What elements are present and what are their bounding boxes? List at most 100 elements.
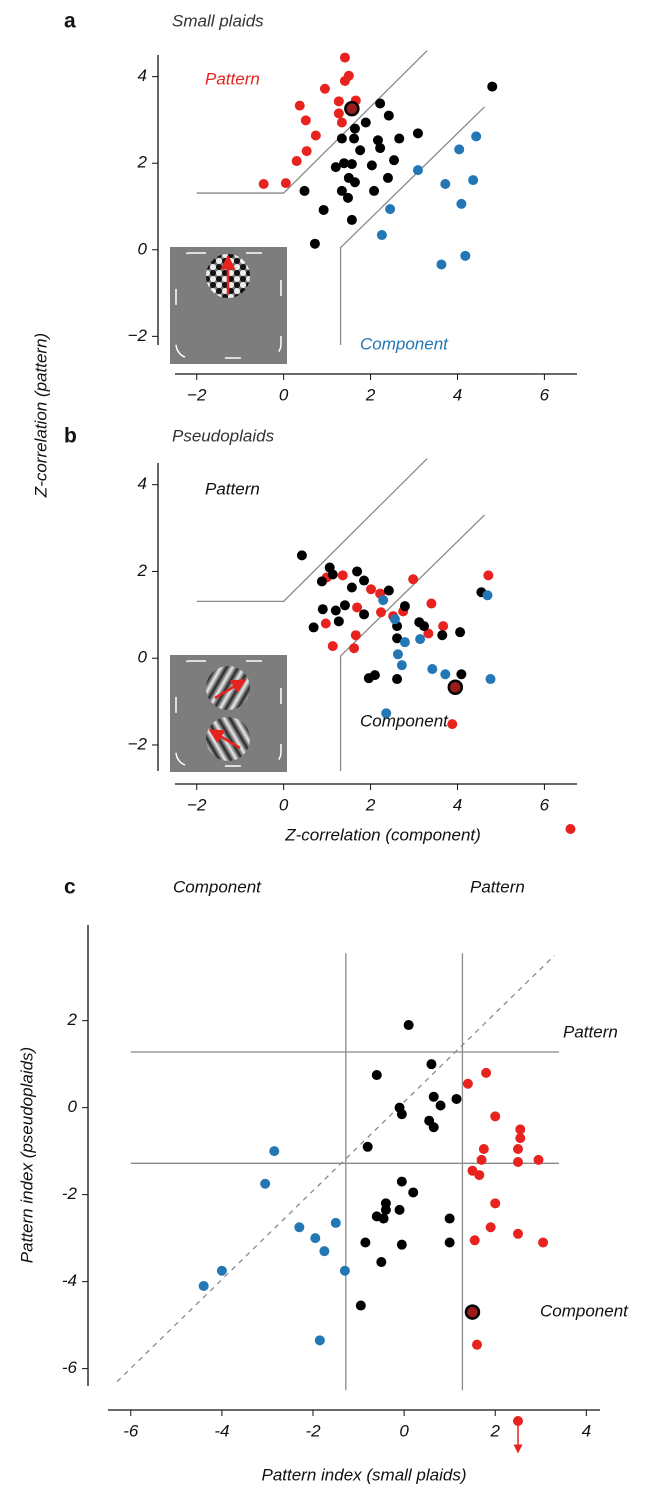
y-tick-label: 4 [138,474,147,493]
point [352,566,363,577]
point [327,569,338,580]
point [339,158,350,169]
y-tick-label: 0 [138,239,148,258]
point [408,1187,419,1198]
point [319,83,330,94]
x-tick-label: 2 [365,795,376,814]
boundary-line [339,106,485,345]
x-tick-label: 6 [540,795,550,814]
stimulus-inset [170,247,287,364]
point [381,708,392,719]
point [342,192,353,203]
point [428,1122,439,1133]
point [419,621,430,632]
point [309,238,320,249]
point [383,585,394,596]
point [490,1198,501,1209]
x-axis-title: Pattern index (small plaids) [261,1465,466,1484]
point [330,162,341,173]
point [392,633,403,644]
x-tick-label: 0 [399,1421,409,1440]
x-tick-label: 0 [279,795,289,814]
point [485,674,496,685]
y-tick-label: -6 [62,1358,78,1377]
point [403,1020,414,1031]
annotation: Component [540,1301,629,1320]
y-tick-label: -2 [62,1184,78,1203]
point [382,172,393,183]
y-tick-label: -4 [62,1271,77,1290]
point [487,81,498,92]
x-tick-label: 2 [489,1421,500,1440]
unity-line [116,954,555,1383]
point [394,1204,405,1215]
point [380,1204,391,1215]
x-tick-label: -4 [214,1421,229,1440]
point [444,1213,455,1224]
point [349,133,360,144]
point [352,602,363,613]
point [462,1078,473,1089]
point [327,641,338,652]
out-of-range-point [565,824,576,834]
point [490,1111,501,1122]
highlighted-point [447,679,464,696]
point [318,204,329,215]
point [456,669,467,680]
point [447,719,458,730]
point [468,175,479,186]
annotation: Component [360,711,449,730]
point [474,1170,485,1181]
point [280,178,291,189]
point [369,185,380,196]
point [515,1124,526,1135]
x-tick-label: 6 [540,385,550,404]
point [392,649,403,660]
highlighted-point [464,1304,481,1320]
point [412,165,423,176]
point [339,1265,350,1276]
point [291,156,302,167]
x-tick-label: -2 [305,1421,321,1440]
point [359,575,370,586]
point [389,614,400,625]
point [385,204,396,215]
point [378,595,389,606]
point [415,634,426,645]
point [216,1265,227,1276]
point [376,1257,387,1268]
point [299,185,310,196]
boundary-line [196,458,428,603]
point [376,230,387,241]
annotation: Component [173,877,262,896]
y-axis-title: Pattern index (pseudoplaids) [17,1047,36,1263]
point [428,1091,439,1102]
point [350,630,361,641]
x-tick-label: -6 [123,1421,139,1440]
panel-title: Small plaids [172,11,264,30]
point [423,628,434,639]
point [513,1143,523,1154]
x-tick-label: −2 [187,385,207,404]
point [412,128,423,139]
point [476,1154,487,1165]
point [426,598,437,609]
boundary-line [196,50,428,194]
point [294,1222,305,1233]
point [485,1222,496,1233]
y-tick-label: 2 [67,1010,78,1029]
point [336,185,347,196]
y-tick-label: 4 [138,66,147,85]
annotation: Pattern [470,877,525,896]
point [310,130,321,141]
x-axis-title: Z-correlation (component) [284,825,481,844]
point [360,1237,371,1248]
y-tick-label: 0 [138,648,148,667]
x-tick-label: 0 [279,385,289,404]
point [438,621,449,632]
point [269,1146,280,1157]
point [346,159,357,170]
y-tick-label: −2 [128,326,148,345]
panel-label: c [64,876,76,899]
